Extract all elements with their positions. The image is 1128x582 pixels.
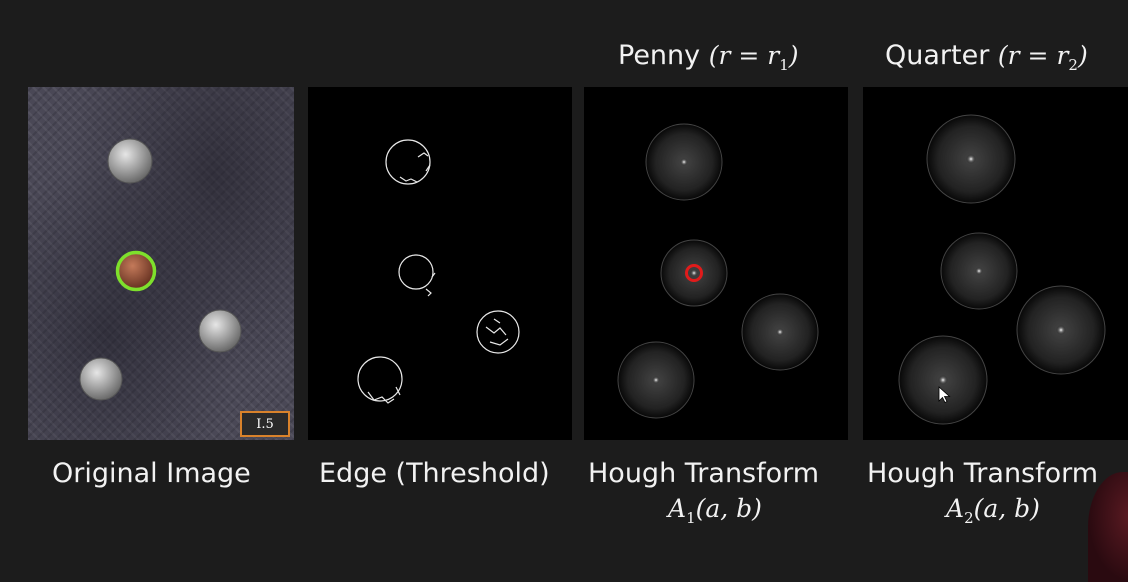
penny-close: ) xyxy=(788,41,799,70)
edge-image xyxy=(357,139,520,404)
quarter-close: ) xyxy=(1077,41,1088,70)
edge-circle-1 xyxy=(385,139,431,185)
a1-args: (a, b) xyxy=(695,494,762,523)
penny-coin xyxy=(119,254,153,288)
quarter-coin-2 xyxy=(198,309,242,353)
quarter-radius-formula: (r = r2) xyxy=(997,41,1088,74)
edge-scribble-3 xyxy=(485,318,509,346)
image-label-badge: I.5 xyxy=(240,411,290,437)
quarter-coin-1 xyxy=(107,138,153,184)
hough-quarter-image xyxy=(898,114,1106,425)
penny-radius-formula: (r = r1) xyxy=(708,41,799,74)
penny-math: (r = r xyxy=(708,41,780,70)
penny-sub: 1 xyxy=(779,56,789,74)
edge-circle-4 xyxy=(357,356,403,402)
caption-hough-transform-2: Hough Transform xyxy=(867,458,1099,489)
original-image-panel: I.5 xyxy=(28,87,294,440)
penny-peak-highlight xyxy=(685,264,703,282)
accumulator-peak-q4 xyxy=(938,375,948,385)
a2-args: (a, b) xyxy=(973,494,1040,523)
edge-circle-3 xyxy=(476,310,520,354)
quarter-sub: 2 xyxy=(1068,56,1078,74)
quarter-title-text: Quarter xyxy=(885,40,990,71)
quarter-math: (r = r xyxy=(997,41,1069,70)
caption-hough-transform-1: Hough Transform xyxy=(588,458,820,489)
edge-scribble-1 xyxy=(399,152,431,183)
a1-index: 1 xyxy=(686,509,696,527)
hough-penny-image xyxy=(617,123,819,419)
accumulator-a2-label: A2(a, b) xyxy=(946,494,1040,527)
a2-symbol: A xyxy=(946,494,965,523)
accumulator-a1-label: A1(a, b) xyxy=(668,494,762,527)
accumulator-peak-1 xyxy=(680,158,688,166)
quarter-coin-3 xyxy=(79,357,123,401)
coins-image xyxy=(79,138,242,401)
hough-penny-panel xyxy=(584,87,848,440)
edge-scribble-4 xyxy=(367,386,401,404)
penny-title-text: Penny xyxy=(618,40,701,71)
edge-panel xyxy=(308,87,572,440)
accumulator-peak-3 xyxy=(776,328,784,336)
edge-scribble-2 xyxy=(425,272,436,297)
caption-edge-threshold: Edge (Threshold) xyxy=(319,458,550,489)
penny-detection-circle xyxy=(115,250,157,292)
a2-index: 2 xyxy=(964,509,974,527)
accumulator-peak-q1 xyxy=(966,154,976,164)
caption-original-image: Original Image xyxy=(52,458,251,489)
accumulator-peak-2 xyxy=(690,269,698,277)
hough-quarter-panel xyxy=(863,87,1128,440)
quarter-title: Quarter (r = r2) xyxy=(885,40,1088,74)
mouse-cursor-icon xyxy=(938,386,951,404)
fabric-background xyxy=(28,87,294,440)
a1-symbol: A xyxy=(668,494,687,523)
edge-circle-2 xyxy=(398,254,434,290)
accumulator-peak-q2 xyxy=(975,267,983,275)
accumulator-peak-4 xyxy=(652,376,660,384)
accumulator-peak-q3 xyxy=(1056,325,1066,335)
penny-title: Penny (r = r1) xyxy=(618,40,799,74)
